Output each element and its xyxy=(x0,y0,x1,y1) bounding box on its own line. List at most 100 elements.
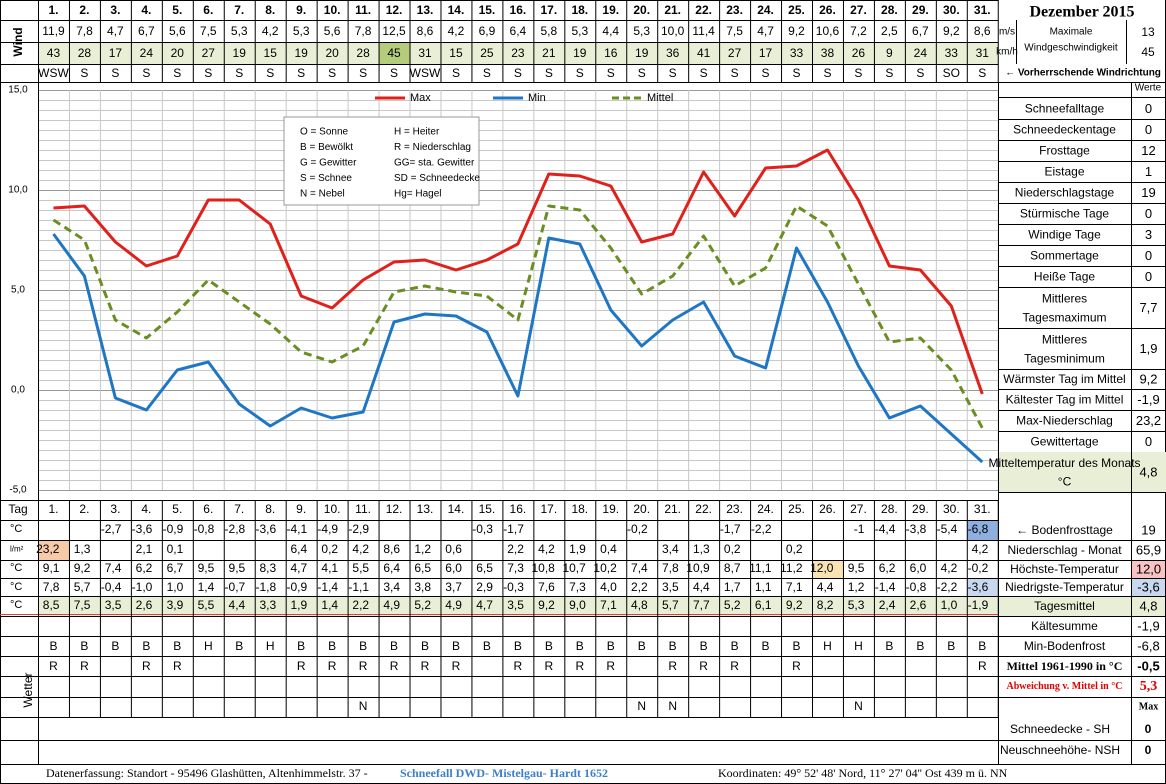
month-title: Dezember 2015 xyxy=(1030,4,1135,21)
stat-value: 7,7 xyxy=(1139,300,1157,315)
stat-value: 0 xyxy=(1145,434,1152,449)
day-header: 25. xyxy=(788,502,805,516)
cell-min: -1,4 xyxy=(317,580,338,594)
weather-cell: B xyxy=(390,639,398,653)
cell-min: 2,9 xyxy=(476,580,493,594)
weather-cell: R xyxy=(792,659,801,673)
summary-label: Höchste-Temperatur xyxy=(1010,562,1119,576)
wind-ms-cell: 5,3 xyxy=(633,24,650,38)
weather-cell: B xyxy=(421,639,429,653)
weather-cell: H xyxy=(823,639,832,653)
day-header: 14. xyxy=(448,3,465,17)
weather-cell: N xyxy=(854,699,863,713)
wind-ms-cell: 5,3 xyxy=(571,24,588,38)
wind-kmh-cell: 15 xyxy=(449,46,463,60)
lowest-temp-bg xyxy=(1132,578,1165,596)
cell-niederschlag: 4,2 xyxy=(538,542,555,556)
cell-niederschlag: 2,2 xyxy=(507,542,524,556)
wind-ms-cell: 4,2 xyxy=(448,24,465,38)
wind-dir-cell: S xyxy=(297,66,305,80)
cell-bodenfrost: -2,2 xyxy=(751,522,772,536)
cell-max: 10,9 xyxy=(686,561,710,575)
wind-kmh-cell: 16 xyxy=(604,46,618,60)
wind-kmh-cell: 20 xyxy=(171,46,185,60)
stat-label: Frosttage xyxy=(1039,144,1090,158)
wind-dir-cell: S xyxy=(545,66,553,80)
max-wind-ms: 13 xyxy=(1141,25,1155,39)
wind-dir-cell: S xyxy=(669,66,677,80)
wind-ms-cell: 10,6 xyxy=(816,24,840,38)
weather-cell: N xyxy=(359,699,368,713)
stat-label: Schneefalltage xyxy=(1025,102,1105,116)
stat-value: 12 xyxy=(1141,143,1155,158)
row-unit: °C xyxy=(10,581,22,593)
weather-cell: B xyxy=(514,639,522,653)
cell-bodenfrost: -1,7 xyxy=(503,522,524,536)
stat-label: Heiße Tage xyxy=(1034,270,1095,284)
cell-max: 6,0 xyxy=(910,561,927,575)
max-wind-kmh: 45 xyxy=(1141,45,1155,59)
max-temp-highlight xyxy=(812,560,843,578)
cell-mittel: 4,4 xyxy=(229,598,246,612)
wind-kmh-cell: 15 xyxy=(264,46,278,60)
weather-cell: R xyxy=(328,659,337,673)
cell-min: 1,1 xyxy=(755,580,772,594)
cell-max: 10,7 xyxy=(562,561,586,575)
cell-mittel: 3,5 xyxy=(507,598,524,612)
wind-ms-cell: 7,5 xyxy=(726,24,743,38)
wind-ms-cell: 9,2 xyxy=(788,24,805,38)
day-header: 22. xyxy=(695,3,712,17)
cell-max: 5,5 xyxy=(352,561,369,575)
cell-min: 3,8 xyxy=(414,580,431,594)
stat-label: Mitteltemperatur des Monats xyxy=(988,456,1140,470)
stat-value: 1 xyxy=(1145,164,1152,179)
wind-kmh-cell: 21 xyxy=(542,46,556,60)
cell-min: 4,4 xyxy=(817,580,834,594)
stat-label: Mittleres xyxy=(1042,291,1087,305)
cell-mittel: 2,6 xyxy=(136,598,153,612)
cell-max: 6,7 xyxy=(167,561,184,575)
cell-min: 7,8 xyxy=(43,580,60,594)
cell-max: 9,1 xyxy=(43,561,60,575)
wind-dir-cell: S xyxy=(359,66,367,80)
day-header: 8. xyxy=(265,3,275,17)
weather-cell: N xyxy=(637,699,646,713)
wind-ms-cell: 6,7 xyxy=(138,24,155,38)
cell-mittel: 2,4 xyxy=(879,598,896,612)
wind-dir-cell: S xyxy=(978,66,986,80)
day-header: 31. xyxy=(974,3,991,17)
day-header: 10. xyxy=(324,3,341,17)
cell-max: 11,2 xyxy=(780,561,803,575)
y-tick-label: 5,0 xyxy=(11,285,25,296)
wind-ms-cell: 10,0 xyxy=(661,24,685,38)
weather-cell: B xyxy=(173,639,181,653)
cell-mittel: 3,3 xyxy=(260,598,277,612)
day-header: 15. xyxy=(479,502,496,516)
cell-mittel: 8,2 xyxy=(817,598,834,612)
prev-dir-label: ← Vorherrschende Windrichtung xyxy=(1005,68,1161,79)
day-header: 13. xyxy=(417,502,434,516)
cell-bodenfrost: -0,2 xyxy=(627,522,648,536)
weather-cell: B xyxy=(669,639,677,653)
weather-cell: B xyxy=(359,639,367,653)
cell-mittel: 2,6 xyxy=(910,598,927,612)
wind-ms-cell: 12,5 xyxy=(382,24,406,38)
day-header: 11. xyxy=(355,3,371,17)
summary-value: Max xyxy=(1139,702,1158,713)
day-header: 30. xyxy=(943,3,960,17)
wind-dir-cell: S xyxy=(731,66,739,80)
wind-kmh-cell: 43 xyxy=(47,46,61,60)
day-header: 23. xyxy=(726,502,743,516)
cell-bodenfrost: -1 xyxy=(854,522,865,536)
day-header: 18. xyxy=(571,3,588,17)
cell-max: 6,4 xyxy=(383,561,400,575)
wind-ms-cell: 5,8 xyxy=(540,24,557,38)
cell-min: -2,2 xyxy=(937,580,958,594)
wind-kmh-cell: 9 xyxy=(886,46,893,60)
summary-value: 5,3 xyxy=(1140,679,1158,694)
day-header: 4. xyxy=(141,502,151,516)
wind-kmh-cell: 31 xyxy=(418,46,432,60)
snow-label: Neuschneehöhe- NSH xyxy=(1000,743,1120,757)
wind-dir-cell: WSW xyxy=(410,66,441,80)
weather-cell: B xyxy=(452,639,460,653)
